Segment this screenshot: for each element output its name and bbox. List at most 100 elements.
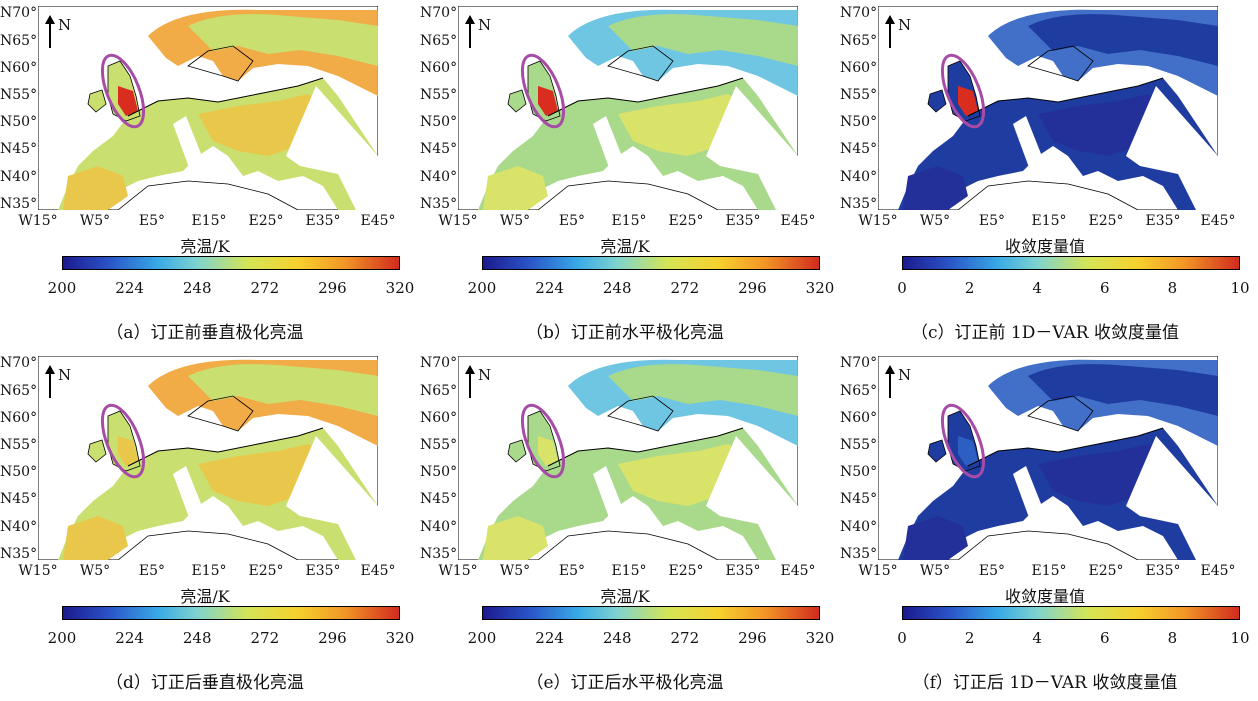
- colorbar-tick-label: 0: [897, 279, 907, 297]
- europe-map: [878, 356, 1218, 560]
- longitude-label: E45°: [1200, 213, 1236, 229]
- latitude-label: N65°: [0, 383, 38, 399]
- colorbar-tick-label: 248: [182, 279, 212, 297]
- longitude-label: E5°: [138, 563, 166, 579]
- panel-caption: （c）订正前 1D－VAR 收敛度量值: [911, 323, 1179, 343]
- colorbar-tick-label: 8: [1167, 629, 1178, 647]
- colorbar-tick-label: 296: [738, 279, 767, 297]
- europe-map: [878, 6, 1218, 210]
- longitude-label: E15°: [611, 213, 647, 229]
- north-arrow-icon: N: [44, 364, 74, 404]
- north-label: N: [898, 16, 912, 34]
- longitude-label: E15°: [1031, 563, 1067, 579]
- panel-caption: （a）订正前垂直极化亮温: [106, 323, 304, 343]
- latitude-label: N55°: [0, 437, 38, 453]
- map-panel-f: N N70° N65° N60° N55° N50° N45° N40° N35° W15° W5°…: [840, 350, 1250, 695]
- colorbar-tick-label: 272: [250, 629, 280, 647]
- colorbar-tick-label: 296: [738, 629, 767, 647]
- colorbar-tick-label: 2: [964, 279, 975, 297]
- north-arrow-icon: N: [884, 14, 914, 54]
- latitude-label: N55°: [840, 437, 878, 453]
- longitude-label: E35°: [305, 563, 341, 579]
- longitude-label: E35°: [1145, 563, 1181, 579]
- latitude-label: N40°: [420, 169, 458, 185]
- colorbar-tick-label: 320: [805, 279, 835, 297]
- latitude-label: N35°: [840, 546, 878, 562]
- longitude-label: E25°: [1088, 213, 1124, 229]
- colorbar-tick-label: 224: [115, 629, 144, 647]
- latitude-label: N50°: [0, 464, 38, 480]
- colorbar: [902, 256, 1240, 270]
- latitude-label: N65°: [840, 33, 878, 49]
- latitude-label: N45°: [0, 141, 38, 157]
- longitude-label: E25°: [248, 563, 284, 579]
- latitude-label: N70°: [0, 5, 38, 21]
- colorbar-tick-label: 10: [1230, 629, 1250, 647]
- colorbar-tick-label: 0: [897, 629, 907, 647]
- colorbar: [482, 256, 820, 270]
- colorbar-title: 亮温/K: [600, 237, 650, 256]
- colorbar-tick-label: 200: [467, 629, 497, 647]
- map-panel-e: N N70° N65° N60° N55° N50° N45° N40° N35° W15° W5°…: [420, 350, 834, 695]
- latitude-label: N50°: [420, 114, 458, 130]
- colorbar-tick-label: 296: [318, 629, 347, 647]
- longitude-label: W5°: [499, 563, 531, 579]
- latitude-label: N55°: [420, 87, 458, 103]
- colorbar: [482, 606, 820, 620]
- colorbar-tick-label: 296: [318, 279, 347, 297]
- latitude-label: N60°: [0, 410, 38, 426]
- colorbar: [62, 606, 400, 620]
- latitude-label: N70°: [840, 5, 878, 21]
- latitude-label: N50°: [420, 464, 458, 480]
- longitude-label: W5°: [919, 213, 951, 229]
- colorbar: [902, 606, 1240, 620]
- latitude-label: N65°: [420, 383, 458, 399]
- north-label: N: [58, 16, 72, 34]
- latitude-label: N70°: [840, 355, 878, 371]
- colorbar-tick-label: 200: [47, 279, 77, 297]
- longitude-label: W5°: [919, 563, 951, 579]
- north-label: N: [898, 366, 912, 384]
- latitude-label: N70°: [420, 355, 458, 371]
- north-arrow-icon: N: [464, 14, 494, 54]
- europe-map: [458, 6, 798, 210]
- latitude-label: N40°: [840, 169, 878, 185]
- colorbar-tick-label: 10: [1230, 279, 1250, 297]
- latitude-label: N35°: [0, 196, 38, 212]
- longitude-label: E35°: [1145, 213, 1181, 229]
- map-panel-a: N N70° N65° N60° N55° N50° N45° N40° N35° W15° W5°…: [0, 0, 414, 345]
- longitude-label: E15°: [1031, 213, 1067, 229]
- latitude-label: N45°: [0, 491, 38, 507]
- map-panel-d: N N70° N65° N60° N55° N50° N45° N40° N35° W15° W5°…: [0, 350, 414, 695]
- longitude-label: W15°: [438, 213, 478, 229]
- latitude-label: N35°: [0, 546, 38, 562]
- latitude-label: N65°: [0, 33, 38, 49]
- latitude-label: N45°: [420, 141, 458, 157]
- longitude-label: E25°: [248, 213, 284, 229]
- colorbar-tick-label: 320: [385, 629, 415, 647]
- longitude-label: E5°: [558, 563, 586, 579]
- longitude-label: E5°: [558, 213, 586, 229]
- latitude-label: N70°: [420, 5, 458, 21]
- panel-caption: （d）订正后垂直极化亮温: [106, 673, 304, 693]
- north-label: N: [478, 366, 492, 384]
- colorbar-tick-label: 4: [1032, 629, 1042, 647]
- colorbar-tick-label: 6: [1100, 629, 1110, 647]
- latitude-label: N50°: [840, 464, 878, 480]
- north-arrow-icon: N: [44, 14, 74, 54]
- latitude-label: N65°: [420, 33, 458, 49]
- longitude-label: E5°: [978, 213, 1006, 229]
- colorbar-title: 收敛度量值: [1004, 237, 1085, 256]
- colorbar-tick-label: 248: [182, 629, 212, 647]
- panel-caption: （e）订正后水平极化亮温: [526, 673, 724, 693]
- longitude-label: E25°: [668, 213, 704, 229]
- colorbar-tick-label: 4: [1032, 279, 1042, 297]
- colorbar-tick-label: 2: [964, 629, 975, 647]
- colorbar-tick-label: 272: [670, 629, 700, 647]
- longitude-label: E45°: [360, 213, 396, 229]
- europe-map: [38, 6, 378, 210]
- latitude-label: N40°: [0, 519, 38, 535]
- latitude-label: N45°: [840, 491, 878, 507]
- colorbar-tick-label: 224: [535, 629, 564, 647]
- colorbar-tick-label: 248: [602, 279, 632, 297]
